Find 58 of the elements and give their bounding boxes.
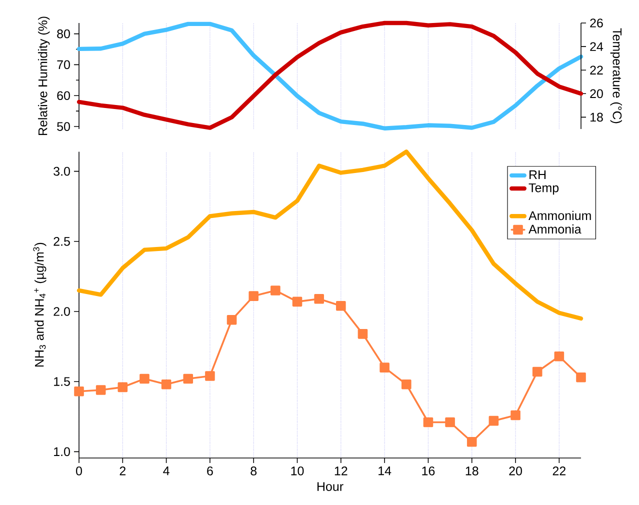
x-tick-label: 4 — [163, 466, 170, 476]
point — [380, 362, 390, 372]
point — [576, 372, 586, 382]
x-tick-label: 22 — [552, 466, 566, 476]
legend-label: Ammonia — [528, 224, 582, 234]
point — [205, 371, 215, 381]
point — [248, 291, 259, 301]
point — [118, 382, 128, 392]
y2-tick-label: 18 — [590, 112, 603, 122]
x-tick-label: 2 — [120, 466, 126, 476]
point — [488, 416, 499, 426]
point — [358, 329, 368, 339]
point — [445, 417, 455, 428]
y-tick-label: 70 — [57, 60, 70, 70]
point — [96, 385, 106, 395]
y2-axis-title: Temperature (°C) — [610, 28, 622, 124]
point — [314, 294, 324, 304]
x-tick-label: 14 — [378, 466, 392, 476]
point — [336, 300, 346, 311]
y-axis-title: NH$_{3}$ and NH$_{4}$$^{+}$ (µg/m$^{3}$) — [33, 242, 46, 367]
x-tick-label: 8 — [250, 466, 257, 476]
point — [466, 436, 477, 447]
x-tick-label: 18 — [466, 466, 478, 476]
point — [74, 386, 84, 396]
y-tick-label: 60 — [57, 91, 70, 100]
point — [140, 374, 150, 384]
point — [270, 286, 280, 296]
y2-tick-label: 26 — [590, 18, 603, 28]
y-tick-label: 2.5 — [54, 236, 70, 246]
x-tick-label: 12 — [334, 466, 348, 476]
y-tick-label: 2.0 — [54, 307, 70, 316]
point — [161, 379, 172, 390]
y-tick-label: 1.5 — [54, 377, 70, 386]
y2-tick-label: 22 — [590, 66, 603, 74]
x-tick-label: 16 — [422, 466, 435, 476]
y-tick-label: 3.0 — [54, 166, 70, 176]
y-tick-label: 80 — [57, 29, 70, 38]
y-tick-label: 50 — [57, 122, 70, 131]
y2-tick-label: 20 — [590, 89, 603, 98]
x-tick-label: 6 — [207, 466, 213, 476]
x-tick-label: 20 — [509, 466, 522, 476]
legend-label: Ammonium — [528, 210, 591, 220]
point — [226, 315, 237, 325]
y-tick-label: 1.0 — [54, 447, 70, 456]
y-axis-title: Relative Humidity (%) — [38, 16, 50, 136]
x-tick-label: 0 — [76, 466, 82, 476]
point — [554, 351, 564, 362]
point — [292, 296, 302, 307]
x-axis-title: Hour — [317, 482, 344, 491]
point — [401, 379, 412, 390]
point — [532, 366, 542, 377]
point — [423, 417, 434, 428]
y2-tick-label: 24 — [590, 42, 604, 51]
text: Temp — [528, 183, 559, 195]
point — [183, 374, 194, 384]
x-tick-label: 10 — [291, 466, 304, 476]
text: RH — [530, 170, 546, 179]
point — [510, 410, 520, 420]
